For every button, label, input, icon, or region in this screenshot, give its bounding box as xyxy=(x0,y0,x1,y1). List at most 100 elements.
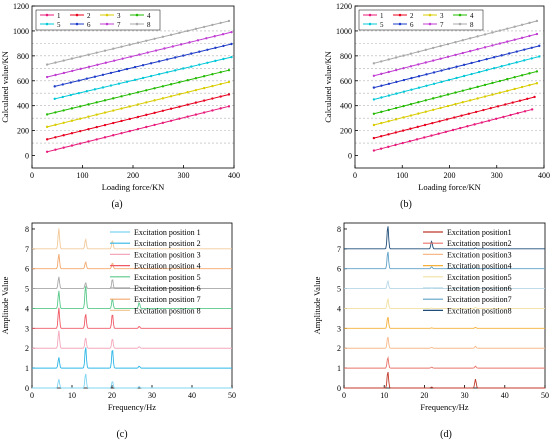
series-point-5 xyxy=(538,55,541,58)
series-point-3 xyxy=(95,113,98,116)
series-point-4 xyxy=(169,83,173,86)
series-point-2 xyxy=(54,136,57,139)
series-point-2 xyxy=(372,136,376,140)
series-point-6 xyxy=(149,62,153,65)
y-tick-label: 200 xyxy=(17,127,29,136)
legend-label: 7 xyxy=(117,21,121,29)
x-axis-label: Loading force/KN xyxy=(418,182,481,192)
series-point-2 xyxy=(504,103,507,106)
series-point-7 xyxy=(402,66,405,70)
series-point-4 xyxy=(387,108,390,112)
series-point-5 xyxy=(230,55,233,59)
x-tick-label: 200 xyxy=(127,171,139,180)
series-point-2 xyxy=(380,135,383,138)
legend-label: 3 xyxy=(117,12,121,20)
series-point-8 xyxy=(79,55,82,58)
series-point-5 xyxy=(508,63,511,66)
series-point-5 xyxy=(410,88,413,91)
y-tick-label: 2 xyxy=(337,344,341,353)
legend-label: Excitation position 6 xyxy=(134,284,201,293)
series-point-6 xyxy=(440,69,443,72)
series-point-6 xyxy=(93,75,97,78)
series-point-8 xyxy=(483,33,487,36)
series-point-6 xyxy=(101,73,105,77)
series-point-7 xyxy=(476,48,479,51)
series-point-3 xyxy=(219,82,222,86)
spectrum-trace xyxy=(32,253,232,270)
series-point-1 xyxy=(408,140,412,143)
series-point-7 xyxy=(146,51,149,54)
series-point-7 xyxy=(528,34,531,38)
series-point-1 xyxy=(387,145,390,149)
legend-marker xyxy=(458,22,462,26)
legend-label: Excitation position4 xyxy=(447,262,512,271)
series-point-4 xyxy=(417,101,420,104)
series-point-6 xyxy=(538,44,541,48)
series-point-1 xyxy=(178,117,181,120)
series-point-7 xyxy=(498,42,502,45)
series-point-7 xyxy=(230,30,233,34)
series-point-2 xyxy=(70,132,74,135)
series-point-7 xyxy=(439,57,442,60)
series-point-8 xyxy=(498,29,502,32)
y-tick-label: 1200 xyxy=(13,2,29,11)
series-point-3 xyxy=(387,120,390,123)
series-point-7 xyxy=(483,46,487,49)
series-point-7 xyxy=(79,67,82,71)
series-point-3 xyxy=(202,86,206,90)
series-point-2 xyxy=(445,118,449,121)
legend-marker xyxy=(398,13,402,17)
x-tick-label: 10 xyxy=(68,391,76,400)
series-point-8 xyxy=(136,41,140,44)
legend-label: Excitation position 8 xyxy=(134,306,201,315)
legend-marker xyxy=(458,13,462,17)
panel-label-b: (b) xyxy=(400,199,412,210)
series-point-5 xyxy=(149,74,153,78)
legend-label: Excitation position5 xyxy=(447,273,512,282)
series-point-8 xyxy=(128,43,131,46)
chart-3: 0 10 20 30 40 50 0 1 2 3 4 5 6 7 8 Frequency/Hz Amplitud… xyxy=(0,222,236,412)
series-point-7 xyxy=(171,45,175,48)
series-point-8 xyxy=(194,27,198,31)
legend: 1 2 3 4 5 6 7 8 xyxy=(358,9,484,31)
series-point-3 xyxy=(79,117,82,120)
series-point-7 xyxy=(71,69,74,73)
x-axis-label: Frequency/Hz xyxy=(108,402,156,412)
series-point-6 xyxy=(109,71,113,75)
series-point-8 xyxy=(491,31,494,34)
x-axis-label: Frequency/Hz xyxy=(420,402,468,412)
series-point-2 xyxy=(227,93,231,96)
series-point-2 xyxy=(178,105,181,108)
series-point-6 xyxy=(380,84,383,87)
legend-label: 7 xyxy=(440,21,444,29)
spectrum-trace xyxy=(344,297,545,309)
series-point-7 xyxy=(469,49,472,53)
series-point-1 xyxy=(79,142,82,145)
series-point-2 xyxy=(128,117,131,121)
series-point-6 xyxy=(206,48,209,51)
series-point-6 xyxy=(462,63,466,67)
legend-label: 1 xyxy=(380,12,384,20)
spectrum-trace xyxy=(344,251,545,270)
y-tick-label: 1 xyxy=(337,364,341,373)
series-point-2 xyxy=(394,131,398,134)
series-point-3 xyxy=(469,99,472,102)
series-point-6 xyxy=(425,73,428,76)
series-point-1 xyxy=(202,111,206,114)
series-point-8 xyxy=(409,52,413,55)
legend-label: 2 xyxy=(410,12,414,20)
series-point-4 xyxy=(178,81,181,84)
series-point-7 xyxy=(461,51,465,55)
legend-marker xyxy=(368,22,372,26)
series-point-6 xyxy=(402,78,406,82)
spectrum-trace xyxy=(344,356,545,369)
series-point-5 xyxy=(515,61,518,64)
series-point-7 xyxy=(506,40,509,43)
series-point-6 xyxy=(447,67,451,70)
series-point-8 xyxy=(394,56,398,59)
y-tick-label: 0 xyxy=(337,384,341,393)
series-point-5 xyxy=(222,57,225,61)
series-point-8 xyxy=(169,33,173,37)
series-point-2 xyxy=(136,115,140,119)
